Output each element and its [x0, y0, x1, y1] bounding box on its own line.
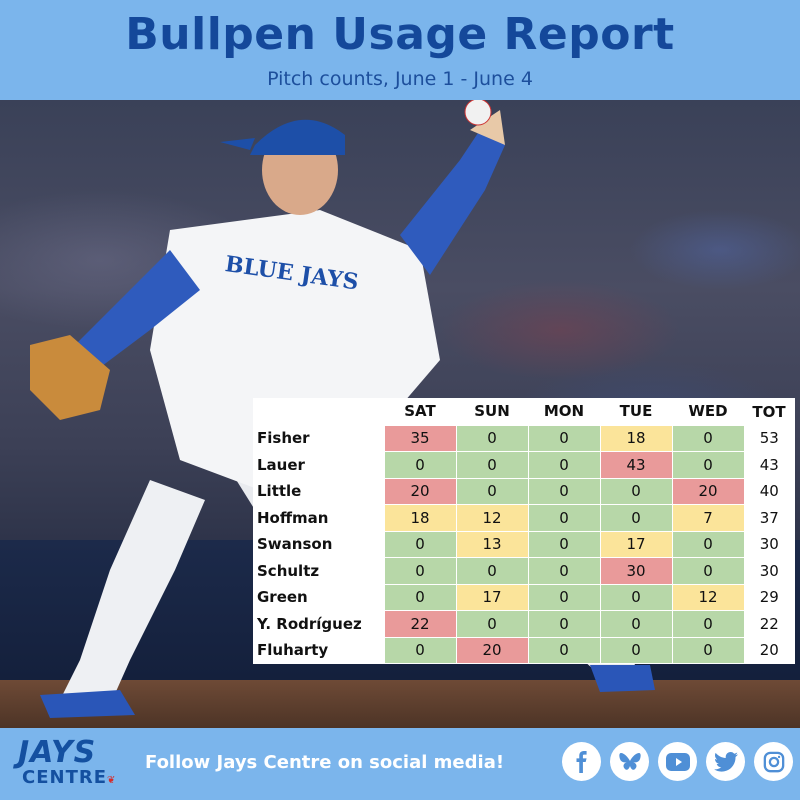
header-cell-mon: MON [543, 402, 585, 421]
twitter-icon[interactable] [706, 742, 745, 781]
pitch-count-cell: 7 [671, 504, 745, 532]
social-links [562, 742, 793, 781]
pitch-count-cell: 0 [671, 610, 745, 638]
usage-table-panel: SAT SUN MON TUE WED TOT Fisher 35 0 0 18 0 53 Lauer 0… [253, 398, 795, 664]
pitch-count-cell: 0 [527, 504, 601, 532]
pitch-count-cell: 0 [383, 451, 457, 479]
pitch-count-cell: 22 [383, 610, 457, 638]
pitch-count-cell: 12 [671, 583, 745, 611]
total-cell: 40 [759, 482, 779, 501]
pitcher-name: Lauer [257, 455, 305, 474]
pitch-count-cell: 0 [383, 583, 457, 611]
pitcher-name: Green [257, 588, 308, 607]
table-row: Green 0 17 0 0 12 29 [253, 583, 794, 611]
table-row: Hoffman 18 12 0 0 7 37 [253, 504, 794, 532]
page-title: Bullpen Usage Report [125, 9, 675, 60]
pitch-count-cell: 0 [527, 610, 601, 638]
pitcher-name: Fluharty [257, 641, 329, 660]
total-cell: 20 [759, 641, 779, 660]
pitch-count-cell: 18 [599, 424, 673, 452]
total-cell: 29 [759, 588, 779, 607]
pitch-count-cell: 0 [383, 636, 457, 664]
total-cell: 53 [759, 429, 779, 448]
total-cell: 43 [759, 455, 779, 474]
pitchers-mound [0, 680, 800, 728]
pitch-count-cell: 0 [599, 636, 673, 664]
total-cell: 37 [759, 508, 779, 527]
pitcher-name: Little [257, 482, 302, 501]
table-header-row: SAT SUN MON TUE WED TOT [253, 398, 794, 425]
pitch-count-cell: 0 [671, 636, 745, 664]
pitch-count-cell: 0 [671, 530, 745, 558]
pitch-count-cell: 20 [455, 636, 529, 664]
header-cell-tue: TUE [619, 402, 653, 421]
pitch-count-cell: 17 [599, 530, 673, 558]
pitch-count-cell: 30 [599, 557, 673, 585]
maple-leaf-icon: ❦ [107, 775, 117, 786]
pitch-count-cell: 0 [527, 636, 601, 664]
pitch-count-cell: 0 [455, 477, 529, 505]
pitcher-name: Swanson [257, 535, 333, 554]
table-row: Y. Rodríguez 22 0 0 0 0 22 [253, 610, 794, 638]
pitch-count-cell: 0 [527, 424, 601, 452]
table-row: Fluharty 0 20 0 0 0 20 [253, 636, 794, 664]
header-cell-blank [253, 398, 384, 425]
page-subtitle: Pitch counts, June 1 - June 4 [267, 68, 533, 90]
pitch-count-cell: 0 [671, 557, 745, 585]
pitch-count-cell: 0 [383, 557, 457, 585]
pitch-count-cell: 0 [599, 477, 673, 505]
pitch-count-cell: 0 [455, 557, 529, 585]
pitch-count-cell: 0 [527, 530, 601, 558]
instagram-icon[interactable] [754, 742, 793, 781]
total-cell: 30 [759, 535, 779, 554]
pitch-count-cell: 0 [599, 504, 673, 532]
pitch-count-cell: 0 [671, 424, 745, 452]
pitcher-name: Hoffman [257, 508, 329, 527]
jays-centre-logo[interactable]: JAYS CENTRE❦ [18, 738, 128, 791]
header: Bullpen Usage Report Pitch counts, June … [0, 0, 800, 100]
pitch-count-cell: 0 [527, 477, 601, 505]
pitch-count-cell: 0 [527, 557, 601, 585]
header-cell-wed: WED [688, 402, 728, 421]
pitch-count-cell: 0 [383, 530, 457, 558]
logo-bottom-text: CENTRE [22, 767, 108, 788]
pitch-count-cell: 0 [527, 583, 601, 611]
bluesky-icon[interactable] [610, 742, 649, 781]
pitcher-name: Y. Rodríguez [257, 614, 362, 633]
table-body: Fisher 35 0 0 18 0 53 Lauer 0 0 0 43 0 43 Little 20 0 0 0 2… [253, 424, 794, 664]
table-row: Fisher 35 0 0 18 0 53 [253, 424, 794, 452]
table-row: Schultz 0 0 0 30 0 30 [253, 557, 794, 585]
follow-text: Follow Jays Centre on social media! [145, 752, 505, 773]
pitcher-name: Fisher [257, 429, 310, 448]
total-cell: 30 [759, 561, 779, 580]
total-cell: 22 [759, 614, 779, 633]
pitch-count-cell: 0 [599, 610, 673, 638]
youtube-icon[interactable] [658, 742, 697, 781]
pitch-count-cell: 0 [455, 451, 529, 479]
pitch-count-cell: 20 [671, 477, 745, 505]
pitcher-name: Schultz [257, 561, 320, 580]
table-row: Swanson 0 13 0 17 0 30 [253, 530, 794, 558]
pitch-count-cell: 18 [383, 504, 457, 532]
table-row: Little 20 0 0 0 20 40 [253, 477, 794, 505]
footer: JAYS CENTRE❦ Follow Jays Centre on socia… [0, 728, 800, 800]
pitch-count-cell: 0 [455, 610, 529, 638]
header-cell-tot: TOT [752, 402, 786, 421]
pitch-count-cell: 0 [599, 583, 673, 611]
logo-top-text: JAYS [18, 735, 97, 770]
header-cell-sun: SUN [474, 402, 510, 421]
facebook-icon[interactable] [562, 742, 601, 781]
pitch-count-cell: 0 [455, 424, 529, 452]
pitch-count-cell: 43 [599, 451, 673, 479]
pitch-count-cell: 12 [455, 504, 529, 532]
pitch-count-cell: 20 [383, 477, 457, 505]
usage-table: SAT SUN MON TUE WED TOT Fisher 35 0 0 18 0 53 Lauer 0… [253, 398, 794, 664]
pitch-count-cell: 0 [527, 451, 601, 479]
pitch-count-cell: 13 [455, 530, 529, 558]
pitch-count-cell: 35 [383, 424, 457, 452]
header-cell-sat: SAT [404, 402, 436, 421]
table-row: Lauer 0 0 0 43 0 43 [253, 451, 794, 479]
pitch-count-cell: 0 [671, 451, 745, 479]
pitch-count-cell: 17 [455, 583, 529, 611]
